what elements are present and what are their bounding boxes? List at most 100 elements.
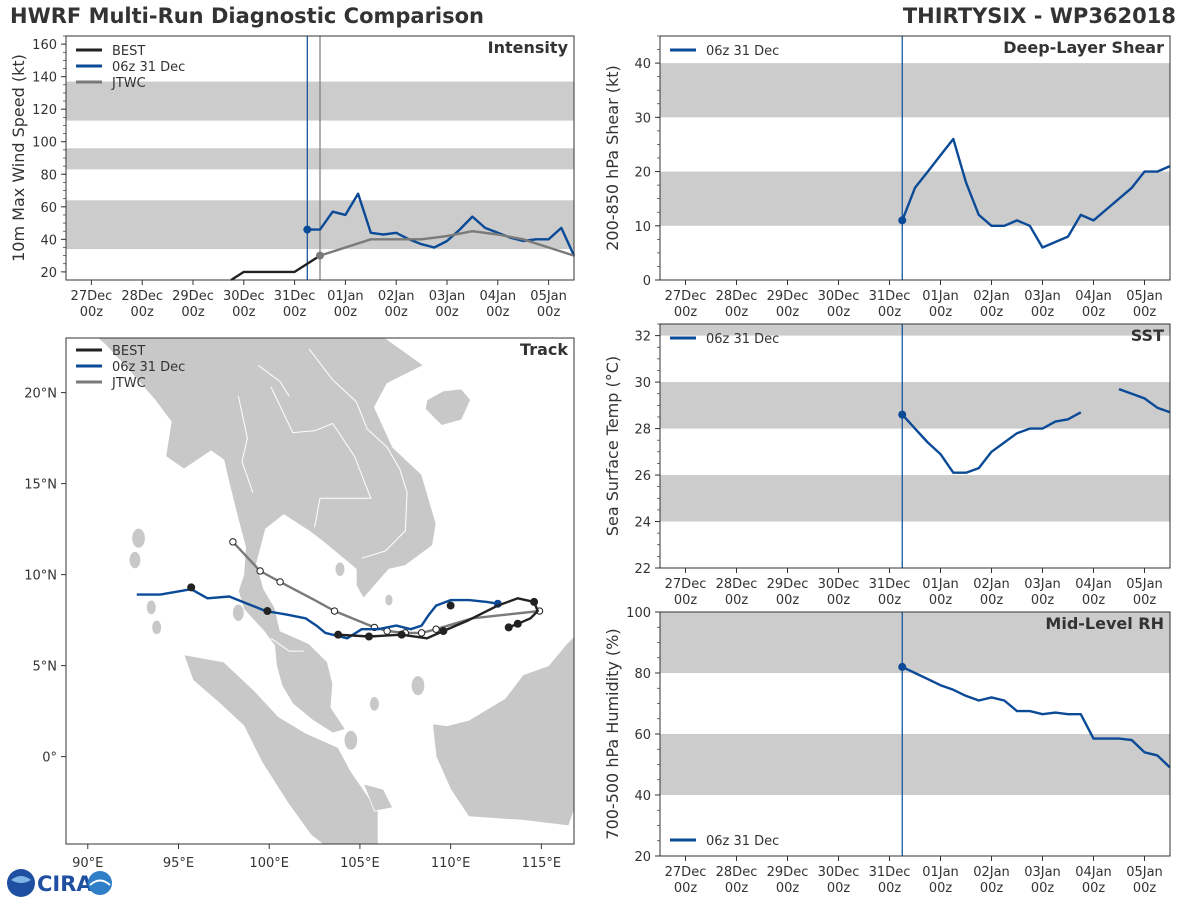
sst-band-2 [660, 324, 1170, 336]
rh-band-0 [660, 734, 1170, 795]
shear-xtick-label: 30Dec [818, 289, 860, 304]
sst-xtick-sublabel: 00z [1031, 593, 1055, 608]
intensity-xtick-label: 05Jan [530, 289, 567, 304]
shear-xtick-label: 27Dec [665, 289, 707, 304]
sst-xtick-sublabel: 00z [980, 593, 1004, 608]
border-line-1 [270, 386, 372, 528]
track-point-best [530, 597, 539, 606]
shear-xtick-sublabel: 00z [1031, 305, 1055, 320]
shear-xtick-label: 31Dec [869, 289, 911, 304]
sst-ytick-label: 28 [634, 423, 651, 438]
intensity-marker-run [303, 225, 312, 234]
rh-xtick-sublabel: 00z [878, 881, 902, 896]
sst-xtick-sublabel: 00z [827, 593, 851, 608]
logo-seal-icon [88, 871, 112, 895]
land-borneo [432, 635, 574, 827]
rh-xtick-label: 04Jan [1075, 865, 1112, 880]
intensity-xtick-label: 31Dec [274, 289, 316, 304]
shear-marker-run [898, 216, 907, 225]
track-xtick-label: 110°E [431, 856, 471, 871]
land-islet [132, 528, 145, 548]
shear-xtick-sublabel: 00z [776, 305, 800, 320]
border-line-4 [257, 364, 290, 397]
track-point-best [397, 630, 406, 639]
shear-xtick-sublabel: 00z [1133, 305, 1157, 320]
shear-xtick-sublabel: 00z [674, 305, 698, 320]
sst-xtick-label: 01Jan [922, 577, 959, 592]
intensity-xtick-sublabel: 00z [334, 305, 358, 320]
track-line-run [136, 588, 498, 640]
intensity-marker-jtwc [316, 251, 324, 260]
cira-logo: CIRA [7, 869, 112, 897]
sst-ytick-label: 26 [634, 469, 651, 484]
rh-xtick-sublabel: 00z [827, 881, 851, 896]
shear-xtick-sublabel: 00z [725, 305, 749, 320]
land-sumatra [183, 654, 379, 844]
intensity-xtick-sublabel: 00z [232, 305, 256, 320]
intensity-xtick-sublabel: 00z [486, 305, 510, 320]
intensity-xtick-label: 01Jan [327, 289, 364, 304]
intensity-xtick-sublabel: 00z [80, 305, 104, 320]
rh-xtick-sublabel: 00z [776, 881, 800, 896]
track-ytick-label: 15°N [24, 478, 57, 493]
rh-xtick-sublabel: 00z [929, 881, 953, 896]
track-point-best [364, 632, 373, 641]
sst-xtick-sublabel: 00z [878, 593, 902, 608]
panel-track: 90°E 95°E 100°E 105°E 110°E 115°E 0° 5°N 10°N 15°… [24, 337, 575, 871]
intensity-xtick-sublabel: 00z [537, 305, 561, 320]
intensity-xtick-sublabel: 00z [131, 305, 155, 320]
sst-ytick-label: 32 [634, 330, 651, 345]
land-islet [411, 676, 425, 696]
track-title: Track [520, 340, 568, 359]
rh-xtick-sublabel: 00z [980, 881, 1004, 896]
track-frame [65, 337, 575, 845]
intensity-ytick-label: 60 [40, 201, 57, 216]
sst-xtick-sublabel: 00z [674, 593, 698, 608]
intensity-xtick-label: 30Dec [223, 289, 265, 304]
rh-ytick-label: 60 [634, 728, 651, 743]
intensity-ytick-label: 20 [40, 266, 57, 281]
sst-ytick-label: 22 [634, 562, 651, 577]
rh-xtick-sublabel: 00z [1082, 881, 1106, 896]
rh-xtick-label: 29Dec [767, 865, 809, 880]
sst-xtick-sublabel: 00z [929, 593, 953, 608]
intensity-ytick-label: 40 [40, 233, 57, 248]
logo-swirl-icon [11, 876, 31, 883]
track-xtick-label: 115°E [522, 856, 562, 871]
shear-band-0 [660, 171, 1170, 226]
intensity-xtick-sublabel: 00z [181, 305, 205, 320]
shear-xtick-label: 02Jan [973, 289, 1010, 304]
shear-series-run-0 [901, 137, 1171, 249]
land-islet [369, 697, 379, 711]
panel-intensity: 2040608010012014016027Dec00z28Dec00z29De… [9, 35, 576, 320]
sst-xtick-label: 03Jan [1024, 577, 1061, 592]
shear-xtick-sublabel: 00z [827, 305, 851, 320]
track-legend-label: JTWC [111, 376, 146, 391]
rh-xtick-label: 03Jan [1024, 865, 1061, 880]
shear-ytick-label: 10 [634, 220, 651, 235]
shear-ytick-label: 20 [634, 166, 651, 181]
track-legend-label: 06z 31 Dec [112, 360, 185, 375]
shear-xtick-label: 03Jan [1024, 289, 1061, 304]
track-point-jtwc-hollow [229, 538, 237, 546]
land-islet [385, 594, 393, 606]
shear-xtick-sublabel: 00z [878, 305, 902, 320]
sst-ylabel: Sea Surface Temp (°C) [603, 356, 622, 536]
shear-ylabel: 200-850 hPa Shear (kt) [603, 65, 622, 251]
intensity-title: Intensity [488, 38, 569, 57]
rh-band-1 [660, 612, 1170, 673]
land-islet [129, 551, 141, 569]
rh-ylabel: 700-500 hPa Humidity (%) [603, 628, 622, 839]
shear-title: Deep-Layer Shear [1003, 38, 1164, 57]
land-islet [232, 604, 244, 622]
track-point-jtwc-hollow [432, 625, 440, 633]
sst-xtick-label: 04Jan [1075, 577, 1112, 592]
intensity-ylabel: 10m Max Wind Speed (kt) [9, 54, 28, 262]
shear-xtick-label: 28Dec [716, 289, 758, 304]
sst-series-run-0 [901, 411, 1082, 474]
intensity-xtick-label: 02Jan [378, 289, 415, 304]
track-xtick-label: 105°E [340, 856, 380, 871]
sst-band-0 [660, 475, 1170, 522]
track-map-area [66, 338, 574, 844]
sst-xtick-sublabel: 00z [1133, 593, 1157, 608]
